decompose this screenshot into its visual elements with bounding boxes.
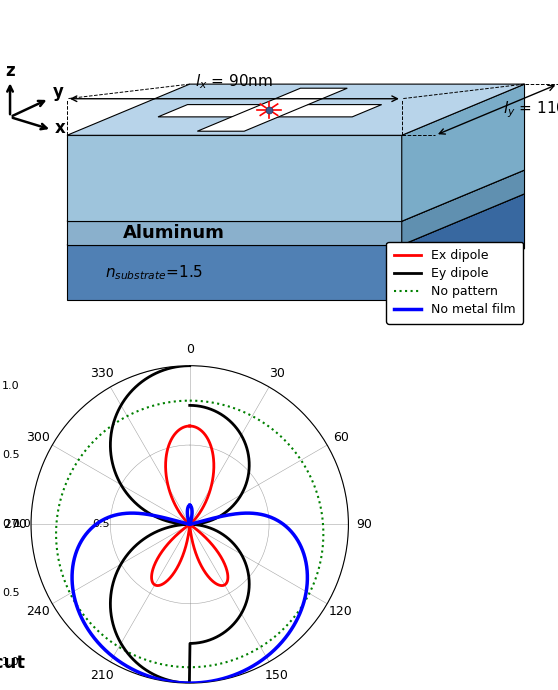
Legend: Ex dipole, Ey dipole, No pattern, No metal film: Ex dipole, Ey dipole, No pattern, No met… bbox=[386, 242, 523, 324]
Polygon shape bbox=[158, 105, 382, 117]
Text: XZ cut: XZ cut bbox=[0, 653, 25, 672]
Polygon shape bbox=[67, 221, 402, 245]
Text: 1.0: 1.0 bbox=[13, 520, 31, 529]
Polygon shape bbox=[67, 245, 402, 300]
Polygon shape bbox=[402, 84, 525, 221]
Text: $l_x$ = 90nm: $l_x$ = 90nm bbox=[195, 72, 273, 90]
Polygon shape bbox=[67, 194, 525, 245]
Text: 1.0: 1.0 bbox=[2, 658, 20, 667]
Text: 0.5: 0.5 bbox=[93, 520, 110, 529]
Text: z: z bbox=[6, 62, 15, 80]
Text: 0.0: 0.0 bbox=[2, 520, 20, 529]
Polygon shape bbox=[402, 194, 525, 300]
Polygon shape bbox=[402, 170, 525, 245]
Text: Aluminum: Aluminum bbox=[123, 224, 225, 242]
Polygon shape bbox=[67, 170, 525, 221]
Text: $l_y$ = 110nm: $l_y$ = 110nm bbox=[503, 99, 558, 120]
Text: y: y bbox=[52, 83, 63, 101]
Text: 0.5: 0.5 bbox=[2, 451, 20, 460]
Text: x: x bbox=[55, 119, 65, 137]
Text: 0.5: 0.5 bbox=[2, 589, 20, 598]
Text: 1.0: 1.0 bbox=[2, 382, 20, 391]
Polygon shape bbox=[198, 88, 347, 131]
Polygon shape bbox=[67, 84, 525, 135]
Text: $n_{substrate}$=1.5: $n_{substrate}$=1.5 bbox=[105, 263, 203, 282]
Polygon shape bbox=[67, 135, 402, 221]
